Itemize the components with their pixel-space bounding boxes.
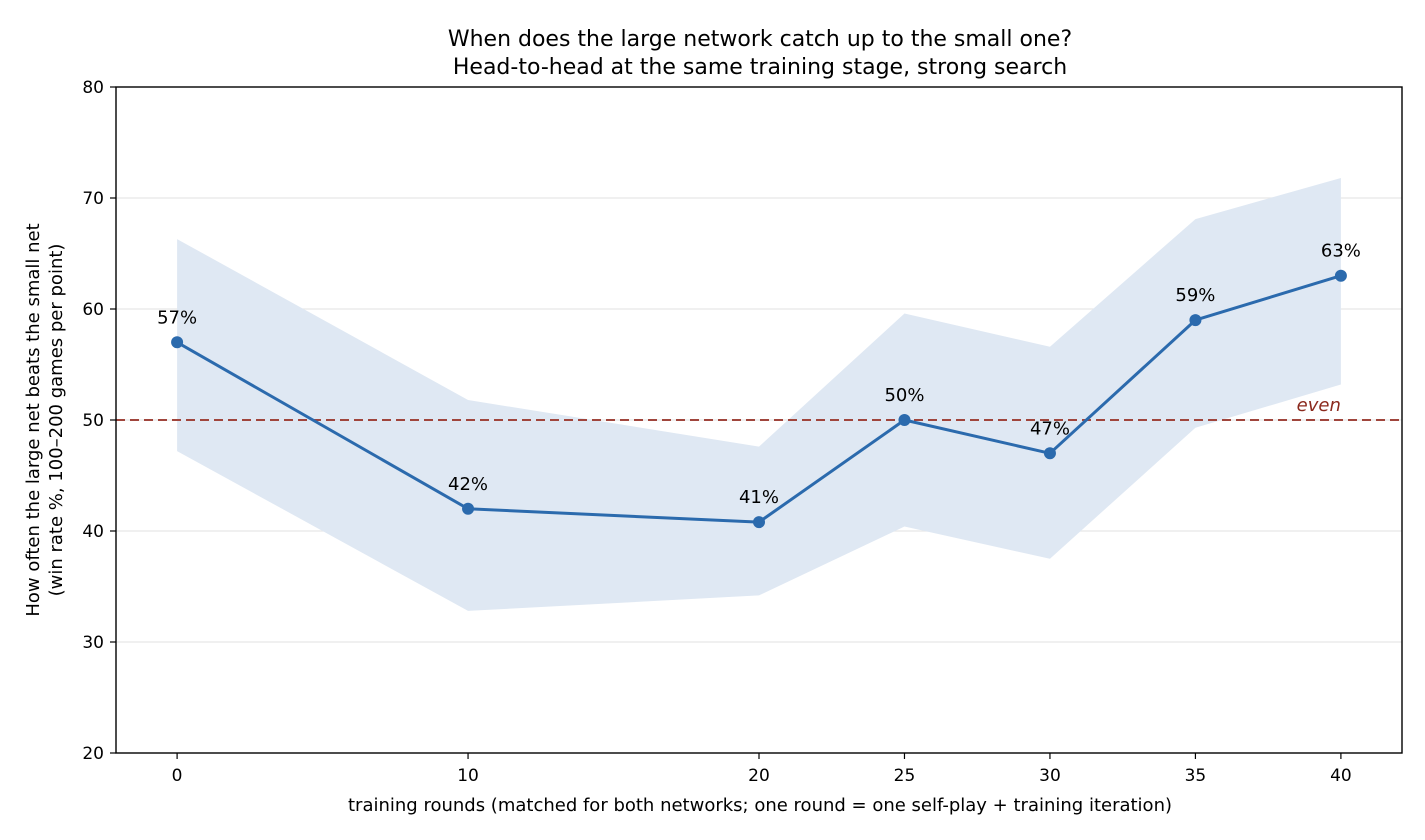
x-tick-label-40: 40 [1330, 766, 1352, 786]
data-label-0: 57% [157, 307, 197, 328]
y-tick-label-50: 50 [82, 411, 104, 431]
data-point-25 [898, 414, 911, 426]
data-labels: 57% 42% 41% 50% 47% 59% 63% [157, 241, 1361, 508]
x-tick-label-0: 0 [172, 766, 183, 786]
y-tick-label-60: 60 [82, 300, 104, 320]
x-tick-label-20: 20 [748, 766, 770, 786]
chart-subtitle: Head-to-head at the same training stage,… [453, 55, 1067, 80]
x-tick-label-25: 25 [894, 766, 916, 786]
y-axis-ticks: 20 30 40 50 60 70 80 [82, 78, 116, 764]
x-axis-label: training rounds (matched for both networ… [348, 795, 1172, 816]
data-point-40 [1334, 269, 1347, 282]
y-axis-label: How often the large net beats the small … [23, 223, 44, 616]
y-tick-label-70: 70 [82, 189, 104, 209]
data-label-35: 59% [1175, 285, 1215, 306]
chart-title: When does the large network catch up to … [448, 27, 1072, 52]
data-point-10 [462, 502, 475, 515]
confidence-band [177, 178, 1341, 611]
y-axis-label-secondary: (win rate %, 100–200 games per point) [46, 244, 67, 597]
data-label-25: 50% [884, 385, 924, 406]
data-points [171, 269, 1347, 529]
y-tick-label-20: 20 [82, 744, 104, 764]
x-tick-label-10: 10 [457, 766, 479, 786]
uncertainty-band [177, 178, 1341, 611]
reference-line-label: even [1297, 395, 1341, 416]
data-point-20 [753, 516, 765, 529]
data-label-40: 63% [1321, 241, 1361, 262]
y-tick-label-40: 40 [82, 522, 104, 542]
x-tick-label-35: 35 [1185, 766, 1207, 786]
y-tick-label-80: 80 [82, 78, 104, 98]
data-point-30 [1043, 447, 1056, 460]
data-label-20: 41% [739, 487, 779, 508]
y-tick-label-30: 30 [82, 633, 104, 653]
data-label-10: 42% [448, 474, 488, 495]
data-point-35 [1189, 314, 1202, 327]
x-axis-ticks: 0 10 20 25 30 35 40 [172, 753, 1352, 786]
x-tick-label-30: 30 [1039, 766, 1061, 786]
data-point-0 [171, 336, 184, 349]
data-label-30: 47% [1030, 418, 1070, 439]
reference-line-group: even [116, 395, 1402, 421]
